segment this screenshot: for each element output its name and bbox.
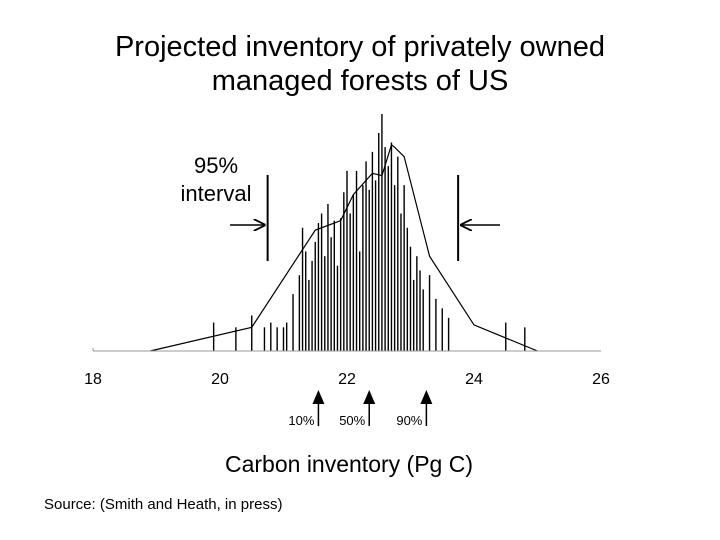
x-tick-label: 22	[338, 371, 356, 388]
x-axis: 18 20 22 24 26 Carbon inventory (Pg C)	[84, 348, 610, 477]
density-curve	[150, 143, 538, 352]
x-tick-label: 20	[211, 371, 229, 388]
percentile-label: 10%	[288, 413, 314, 428]
histogram-bars	[212, 114, 526, 351]
percentile-label: 90%	[396, 413, 422, 428]
percentile-arrow-icon	[363, 390, 376, 404]
x-tick-label: 18	[84, 371, 102, 388]
source-prefix: Source:	[44, 496, 100, 513]
x-axis-label: Carbon inventory (Pg C)	[225, 451, 473, 477]
percentile-arrow-icon	[420, 390, 433, 404]
chart-title-line-1: Projected inventory of privately owned	[114, 31, 606, 63]
percentile-arrow-icon	[312, 390, 325, 404]
interval-label-line-2: interval	[181, 181, 252, 206]
source-text: (Smith and Heath, in press)	[99, 496, 283, 513]
chart-title-line-2: managed forests of US	[211, 65, 509, 97]
annotations: 95% interval 10% 50% 90%	[181, 153, 500, 428]
x-tick-label: 24	[465, 371, 483, 388]
interval-label-line-1: 95%	[194, 153, 238, 178]
source-citation: Source: (Smith and Heath, in press)	[44, 496, 282, 513]
percentile-label: 50%	[339, 413, 365, 428]
density-curve-layer	[150, 143, 538, 352]
x-tick-label: 26	[592, 371, 610, 388]
chart-title: Projected inventory of privately owned m…	[0, 30, 720, 98]
